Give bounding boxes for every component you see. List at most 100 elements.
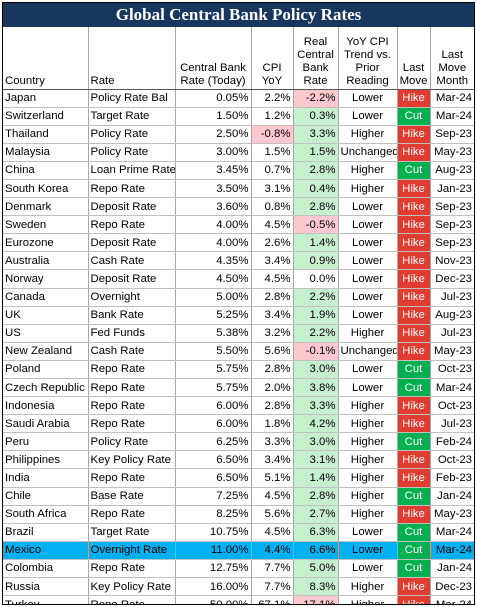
- header-row: Country Rate Central Bank Rate (Today) C…: [3, 27, 474, 90]
- cell-real-rate: 2.8%: [293, 161, 339, 180]
- cell-cpi-trend: Lower: [338, 523, 398, 542]
- cell-last-move-month: Jan-24: [430, 559, 474, 579]
- table-row: Eurozone Deposit Rate 4.00% 2.6% 1.4% Lower Hi…: [3, 233, 474, 253]
- cell-cpi-yoy: 3.3%: [251, 432, 294, 452]
- cell-cpi-yoy: 4.5%: [251, 269, 294, 289]
- table-row: Mexico Overnight Rate 11.00% 4.4% 6.6% Lower C…: [3, 541, 474, 560]
- cell-last-move: Hike: [397, 306, 431, 325]
- cell-country: Saudi Arabia: [3, 414, 89, 434]
- cell-real-rate: 8.3%: [293, 577, 339, 597]
- cell-last-move: Cut: [397, 107, 431, 126]
- cell-cpi-yoy: 4.5%: [251, 215, 294, 235]
- header-cpi-trend: YoY CPI Trend vs. Prior Reading: [338, 27, 398, 90]
- cell-country: Indonesia: [3, 396, 89, 416]
- cell-last-move: Hike: [397, 288, 431, 307]
- cell-rate-name: Base Rate: [88, 487, 176, 506]
- header-rate: Rate: [88, 27, 176, 90]
- cell-real-rate: 6.3%: [293, 523, 339, 542]
- table-row: South Korea Repo Rate 3.50% 3.1% 0.4% Higher H…: [3, 179, 474, 199]
- cell-cpi-yoy: 2.8%: [251, 288, 294, 307]
- cell-last-move-month: Mar-24: [430, 541, 474, 560]
- cell-cpi-trend: Higher: [338, 324, 398, 343]
- cell-country: Colombia: [3, 559, 89, 579]
- cell-country: Peru: [3, 432, 89, 452]
- table-row: Malaysia Policy Rate 3.00% 1.5% 1.5% Unchange…: [3, 143, 474, 162]
- cell-cpi-trend: Higher: [338, 414, 398, 434]
- cell-real-rate: 3.3%: [293, 125, 339, 144]
- cell-cpi-yoy: 4.5%: [251, 523, 294, 542]
- table-row: UK Bank Rate 5.25% 3.4% 1.9% Lower Hike Aug-23: [3, 306, 474, 325]
- cell-last-move-month: Mar-24: [430, 89, 474, 108]
- table-row: Norway Deposit Rate 4.50% 4.5% 0.0% Lower Hike…: [3, 269, 474, 289]
- cell-real-rate: 6.6%: [293, 541, 339, 560]
- cell-policy-rate: 10.75%: [175, 523, 252, 542]
- cell-cpi-yoy: 5.1%: [251, 468, 294, 488]
- cell-last-move: Hike: [397, 269, 431, 289]
- cell-policy-rate: 8.25%: [175, 505, 252, 524]
- table-row: Peru Policy Rate 6.25% 3.3% 3.0% Higher Cut Feb…: [3, 432, 474, 452]
- cell-real-rate: -17.1%: [293, 595, 339, 604]
- cell-cpi-yoy: 1.8%: [251, 414, 294, 434]
- table-row: Canada Overnight 5.00% 2.8% 2.2% Lower Hike Jul…: [3, 288, 474, 307]
- table-row: Chile Base Rate 7.25% 4.5% 2.8% Higher Cut Jan-…: [3, 487, 474, 506]
- table-row: US Fed Funds 5.38% 3.2% 2.2% Higher Hike Jul-23: [3, 324, 474, 343]
- cell-last-move: Hike: [397, 505, 431, 524]
- cell-rate-name: Target Rate: [88, 523, 176, 542]
- table-row: Denmark Deposit Rate 3.60% 0.8% 2.8% Lower Hik…: [3, 197, 474, 217]
- cell-real-rate: 1.5%: [293, 143, 339, 162]
- cell-cpi-trend: Lower: [338, 559, 398, 579]
- cell-last-move-month: Sep-23: [430, 233, 474, 253]
- cell-last-move: Hike: [397, 468, 431, 488]
- cell-cpi-trend: Higher: [338, 595, 398, 604]
- cell-cpi-trend: Lower: [338, 251, 398, 271]
- cell-rate-name: Repo Rate: [88, 468, 176, 488]
- cell-real-rate: 0.9%: [293, 251, 339, 271]
- table-row: Sweden Repo Rate 4.00% 4.5% -0.5% Lower Hike Se…: [3, 215, 474, 235]
- cell-real-rate: 3.1%: [293, 450, 339, 470]
- cell-policy-rate: 5.00%: [175, 288, 252, 307]
- cell-real-rate: 5.0%: [293, 559, 339, 579]
- cell-rate-name: Cash Rate: [88, 251, 176, 271]
- cell-cpi-yoy: 3.4%: [251, 251, 294, 271]
- cell-last-move: Cut: [397, 487, 431, 506]
- table-row: New Zealand Cash Rate 5.50% 5.6% -0.1% Unchan…: [3, 342, 474, 361]
- cell-rate-name: Repo Rate: [88, 505, 176, 524]
- cell-policy-rate: 5.25%: [175, 306, 252, 325]
- cell-cpi-yoy: 3.1%: [251, 179, 294, 199]
- header-central-bank-rate: Central Bank Rate (Today): [175, 27, 252, 90]
- cell-cpi-yoy: 1.2%: [251, 107, 294, 126]
- table-row: Brazil Target Rate 10.75% 4.5% 6.3% Lower Cut M…: [3, 523, 474, 542]
- cell-country: Malaysia: [3, 143, 89, 162]
- cell-real-rate: 1.4%: [293, 468, 339, 488]
- rates-table: Country Rate Central Bank Rate (Today) C…: [3, 27, 474, 604]
- cell-cpi-yoy: 4.5%: [251, 487, 294, 506]
- cell-cpi-yoy: 2.0%: [251, 378, 294, 398]
- cell-country: Canada: [3, 288, 89, 307]
- table-row: India Repo Rate 6.50% 5.1% 1.4% Higher Hike Feb…: [3, 468, 474, 488]
- cell-cpi-trend: Lower: [338, 269, 398, 289]
- table-row: Switzerland Target Rate 1.50% 1.2% 0.3% Lower…: [3, 107, 474, 126]
- cell-rate-name: Key Policy Rate: [88, 450, 176, 470]
- cell-rate-name: Deposit Rate: [88, 269, 176, 289]
- cell-cpi-trend: Lower: [338, 197, 398, 217]
- cell-cpi-trend: Lower: [338, 360, 398, 380]
- cell-last-move: Hike: [397, 143, 431, 162]
- cell-last-move: Hike: [397, 215, 431, 235]
- cell-country: Sweden: [3, 215, 89, 235]
- cell-last-move: Hike: [397, 595, 431, 604]
- table-row: China Loan Prime Rate 3.45% 0.7% 2.8% Higher C…: [3, 161, 474, 180]
- cell-policy-rate: 6.00%: [175, 414, 252, 434]
- cell-policy-rate: 5.38%: [175, 324, 252, 343]
- cell-last-move-month: Feb-23: [430, 468, 474, 488]
- cell-rate-name: Repo Rate: [88, 559, 176, 579]
- cell-last-move-month: Dec-23: [430, 577, 474, 597]
- cell-country: China: [3, 161, 89, 180]
- cell-cpi-trend: Higher: [338, 487, 398, 506]
- table-row: South Africa Repo Rate 8.25% 5.6% 2.7% Higher…: [3, 505, 474, 524]
- cell-rate-name: Repo Rate: [88, 396, 176, 416]
- cell-country: Norway: [3, 269, 89, 289]
- table-row: Turkey Repo Rate 50.00% 67.1% -17.1% Higher Hi…: [3, 595, 474, 604]
- cell-policy-rate: 11.00%: [175, 541, 252, 560]
- cell-last-move-month: Mar-24: [430, 595, 474, 604]
- cell-last-move-month: Dec-23: [430, 269, 474, 289]
